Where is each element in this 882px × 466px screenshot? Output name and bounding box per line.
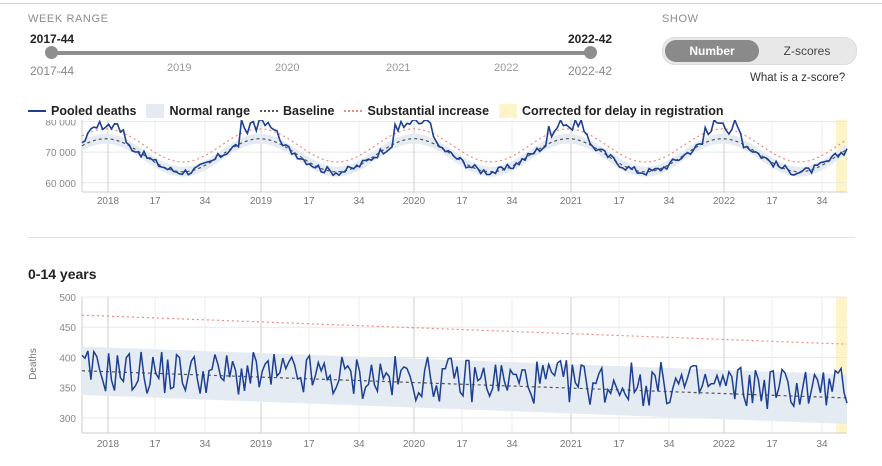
age-0-14-chart: 300 350 400 450 500 2018 17 34 2019 17 34 2020 17 34 2… bbox=[28, 293, 848, 450]
x-tick-label: 17 bbox=[766, 439, 778, 450]
range-start-value: 2017-44 bbox=[30, 32, 75, 46]
x-tick-label: 2021 bbox=[560, 196, 583, 207]
range-start-handle[interactable] bbox=[45, 46, 58, 59]
legend-corrected: Corrected for delay in registration bbox=[499, 104, 723, 118]
pooled-deaths-chart: 60 000 70 000 80 000 2018 17 34 2019 17 34 2020 17… bbox=[45, 120, 848, 207]
display-mode-toggle[interactable]: Number Z-scores bbox=[662, 37, 857, 65]
legend-pooled-deaths: Pooled deaths bbox=[28, 104, 136, 118]
x-tick-label: 17 bbox=[613, 196, 625, 207]
x-tick-label: 2022 bbox=[713, 196, 736, 207]
x-tick-label: 34 bbox=[506, 439, 518, 450]
x-tick-label: 2021 bbox=[560, 439, 583, 450]
baseline-swatch bbox=[260, 110, 279, 112]
pooled-swatch bbox=[28, 110, 46, 112]
section-divider bbox=[28, 237, 855, 238]
show-label: SHOW bbox=[662, 13, 699, 25]
legend-corrected-label: Corrected for delay in registration bbox=[522, 104, 724, 118]
x-tick-label: 2020 bbox=[403, 196, 426, 207]
slider-year-tick: 2021 bbox=[386, 62, 411, 74]
x-tick-label: 17 bbox=[613, 439, 625, 450]
x-tick-label: 34 bbox=[663, 439, 675, 450]
legend-pooled-label: Pooled deaths bbox=[51, 104, 137, 118]
y-tick-label: 500 bbox=[59, 293, 76, 304]
x-tick-label: 17 bbox=[303, 196, 315, 207]
week-range-slider-track[interactable] bbox=[52, 51, 591, 55]
x-tick-label: 17 bbox=[149, 196, 161, 207]
x-tick-label: 34 bbox=[506, 196, 518, 207]
x-tick-label: 34 bbox=[199, 196, 211, 207]
range-start-sub: 2017-44 bbox=[30, 64, 75, 78]
substantial-increase-line bbox=[81, 314, 848, 345]
substantial-increase-line bbox=[81, 128, 848, 163]
zscore-help-link[interactable]: What is a z-score? bbox=[750, 72, 846, 84]
x-tick-label: 34 bbox=[199, 439, 211, 450]
normal-range-band bbox=[82, 133, 847, 177]
x-tick-label: 2018 bbox=[97, 439, 120, 450]
x-tick-label: 34 bbox=[816, 439, 828, 450]
x-tick-label: 34 bbox=[353, 196, 365, 207]
y-tick-label: 60 000 bbox=[45, 179, 76, 190]
baseline-line bbox=[81, 370, 848, 399]
legend-substantial-label: Substantial increase bbox=[367, 104, 490, 118]
corrected-delay-region bbox=[836, 297, 847, 433]
corrected-swatch bbox=[499, 104, 518, 118]
range-end-handle[interactable] bbox=[584, 46, 597, 59]
legend-substantial-increase: Substantial increase bbox=[344, 104, 489, 118]
substantial-swatch bbox=[344, 110, 363, 112]
legend-baseline-label: Baseline bbox=[283, 104, 335, 118]
x-tick-label: 2018 bbox=[97, 196, 120, 207]
x-tick-label: 2019 bbox=[250, 196, 273, 207]
pooled-deaths-line bbox=[81, 120, 848, 177]
x-tick-label: 34 bbox=[353, 439, 365, 450]
top-divider bbox=[0, 3, 882, 4]
legend-baseline: Baseline bbox=[260, 104, 334, 118]
x-tick-label: 17 bbox=[456, 439, 468, 450]
age-group-title: 0-14 years bbox=[28, 266, 97, 282]
slider-year-tick: 2019 bbox=[167, 62, 192, 74]
x-tick-label: 17 bbox=[766, 196, 778, 207]
normal-range-swatch bbox=[146, 104, 165, 118]
range-end-sub: 2022-42 bbox=[568, 64, 613, 78]
zscores-toggle-button[interactable]: Z-scores bbox=[783, 44, 831, 58]
slider-year-tick: 2020 bbox=[275, 62, 300, 74]
pooled-deaths-line bbox=[81, 349, 848, 410]
chart-legend: Pooled deaths Normal range Baseline Subs… bbox=[28, 102, 733, 120]
y-tick-label: 80 000 bbox=[45, 120, 76, 129]
x-tick-label: 2019 bbox=[250, 439, 273, 450]
week-range-label: WEEK RANGE bbox=[28, 13, 109, 25]
y-tick-label: 350 bbox=[59, 384, 76, 395]
y-tick-label: 300 bbox=[59, 414, 76, 425]
legend-normal-range: Normal range bbox=[146, 104, 250, 118]
y-tick-label: 70 000 bbox=[45, 148, 76, 159]
y-axis-title: Deaths bbox=[28, 348, 39, 380]
range-end-value: 2022-42 bbox=[568, 32, 613, 46]
number-toggle-button[interactable]: Number bbox=[665, 40, 759, 62]
y-tick-label: 400 bbox=[59, 353, 76, 364]
x-tick-label: 34 bbox=[663, 196, 675, 207]
x-tick-label: 17 bbox=[149, 439, 161, 450]
x-tick-label: 2020 bbox=[403, 439, 426, 450]
legend-normal-label: Normal range bbox=[169, 104, 251, 118]
x-tick-label: 34 bbox=[816, 196, 828, 207]
x-tick-label: 17 bbox=[456, 196, 468, 207]
x-tick-label: 17 bbox=[303, 439, 315, 450]
slider-year-tick: 2022 bbox=[494, 62, 519, 74]
x-tick-label: 2022 bbox=[713, 439, 736, 450]
y-tick-label: 450 bbox=[59, 323, 76, 334]
